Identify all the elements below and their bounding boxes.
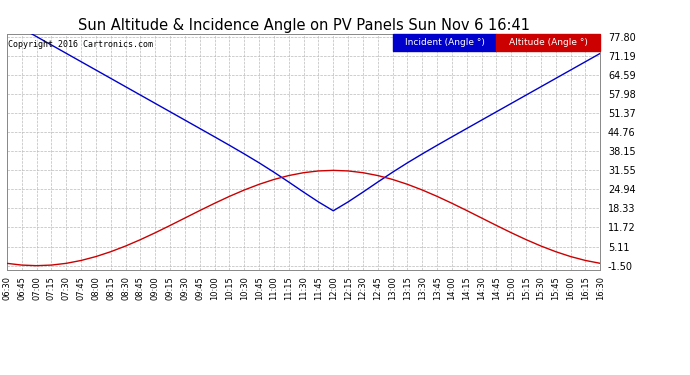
Title: Sun Altitude & Incidence Angle on PV Panels Sun Nov 6 16:41: Sun Altitude & Incidence Angle on PV Pan… bbox=[77, 18, 530, 33]
Bar bbox=[393, 34, 496, 51]
Text: Incident (Angle °): Incident (Angle °) bbox=[404, 38, 484, 47]
Bar bbox=[496, 34, 600, 51]
Text: Copyright 2016 Cartronics.com: Copyright 2016 Cartronics.com bbox=[8, 40, 153, 49]
Text: Altitude (Angle °): Altitude (Angle °) bbox=[509, 38, 588, 47]
